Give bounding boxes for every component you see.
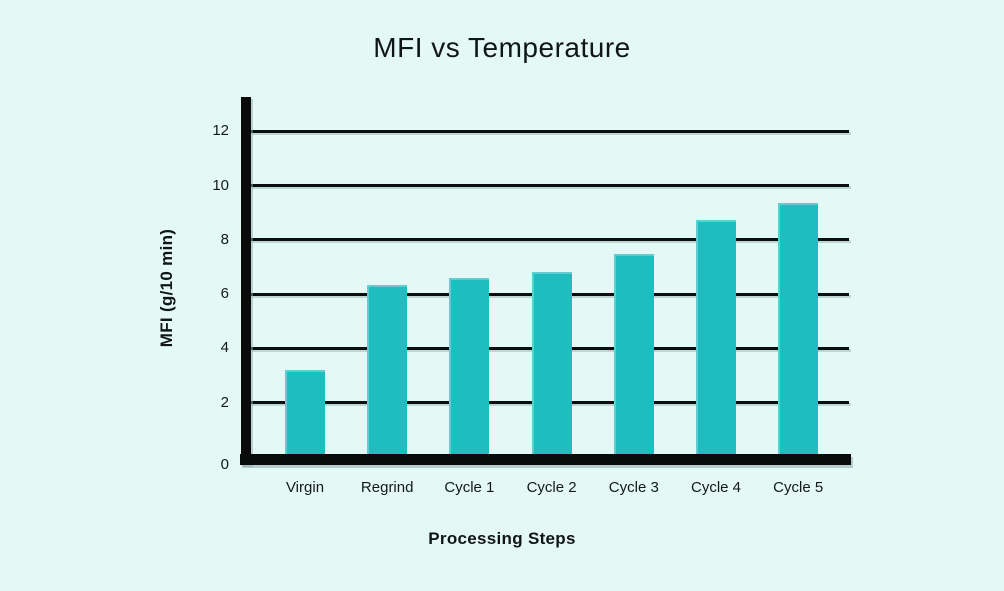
bar [531,272,572,454]
x-tick-label: Cycle 3 [608,479,659,496]
chart-title: MFI vs Temperature [373,32,631,63]
bar [367,284,408,454]
grid-line [250,184,849,188]
bar [696,219,736,454]
bar [449,277,490,454]
y-tick-label: 10 [212,176,229,194]
bar [778,203,819,454]
x-axis-line [240,454,851,465]
bar [613,253,654,454]
x-tick-label: Cycle 5 [773,479,824,496]
y-tick-label: 12 [212,122,229,140]
y-tick-label: 2 [220,393,229,411]
x-tick-label: Cycle 1 [444,479,495,496]
x-tick-label: Cycle 2 [526,479,577,496]
y-tick-label: 6 [220,285,229,303]
grid-line [250,129,849,133]
x-tick-label: Virgin [285,479,325,496]
bar [285,370,325,454]
y-tick-label: 8 [220,230,229,248]
y-axis-line [241,97,251,465]
y-tick-label: 4 [220,339,229,357]
x-tick-label: Regrind [360,479,414,496]
x-tick-label: Cycle 4 [690,479,742,496]
y-tick-label: 0 [220,456,229,473]
grid-line [250,238,849,242]
x-axis-title: Processing Steps [428,529,576,548]
